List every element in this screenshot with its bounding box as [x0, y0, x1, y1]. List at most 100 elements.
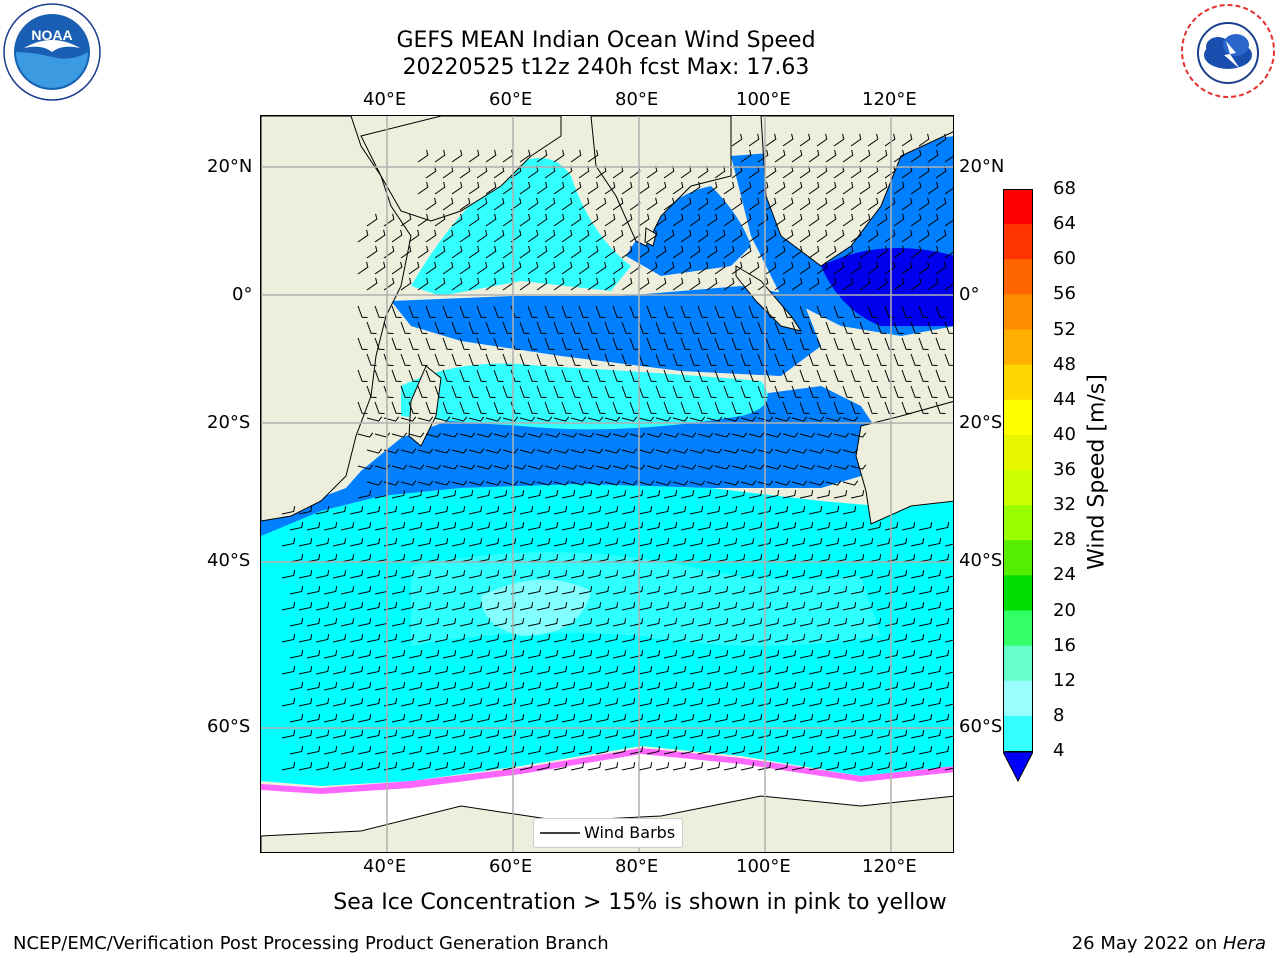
- wind-barb: [935, 261, 947, 275]
- wind-barb: [918, 618, 933, 627]
- wind-barb: [757, 277, 769, 291]
- wind-barb: [672, 385, 683, 398]
- wind-barb: [408, 261, 420, 275]
- wind-barb: [289, 618, 304, 627]
- wind-barb: [502, 353, 513, 366]
- wind-barb: [748, 682, 763, 691]
- wind-barb: [706, 570, 721, 579]
- wind-barb: [714, 197, 726, 211]
- wind-barb: [451, 149, 463, 163]
- ocean-equatorial: [391, 286, 821, 376]
- wind-barb: [740, 570, 755, 579]
- wind-barb: [629, 490, 644, 499]
- wind-barb: [672, 762, 687, 771]
- wind-barb: [459, 229, 471, 243]
- wind-barb: [893, 277, 905, 291]
- wind-barb: [689, 181, 701, 195]
- wind-barb: [867, 554, 882, 563]
- wind-barb: [748, 197, 760, 211]
- wind-barb: [714, 490, 729, 499]
- wind-barb: [748, 554, 763, 563]
- wind-barb: [485, 448, 502, 454]
- wind-barb: [383, 506, 398, 515]
- wind-barb: [357, 229, 369, 243]
- wind-barb: [281, 730, 296, 739]
- wind-barb: [391, 261, 403, 275]
- wind-barb: [808, 634, 823, 643]
- wind-barb: [731, 305, 742, 318]
- wind-barb: [663, 401, 674, 414]
- wind-barb: [655, 762, 670, 771]
- wind-barb: [731, 618, 746, 627]
- wind-barb: [791, 448, 808, 454]
- wind-barb: [442, 369, 453, 382]
- wind-barb: [825, 321, 836, 334]
- wind-barb: [748, 650, 763, 659]
- wind-barb: [663, 650, 678, 659]
- wind-barb: [638, 666, 653, 675]
- wind-barb: [578, 714, 593, 723]
- wind-barb: [884, 714, 899, 723]
- wind-barb: [850, 133, 862, 147]
- wind-barb: [570, 416, 587, 422]
- wind-barb: [672, 416, 689, 422]
- wind-barb: [425, 369, 436, 382]
- wind-barb: [774, 245, 786, 259]
- wind-barb: [459, 586, 474, 595]
- wind-barb: [323, 650, 338, 659]
- wind-barb: [740, 762, 755, 771]
- wind-barb: [536, 570, 551, 579]
- lon-tick: 120°E: [862, 856, 917, 877]
- wind-barb: [502, 416, 519, 422]
- wind-barb: [689, 321, 700, 334]
- wind-barb: [604, 666, 619, 675]
- wind-barb: [323, 554, 338, 563]
- wind-barb: [663, 586, 678, 595]
- wind-barb: [782, 133, 794, 147]
- wind-barb: [323, 522, 338, 531]
- wind-barb: [349, 634, 364, 643]
- lon-tick: 100°E: [736, 856, 791, 877]
- wind-barb: [476, 714, 491, 723]
- wind-barb: [774, 448, 791, 454]
- wind-barb: [570, 762, 585, 771]
- wind-barb: [442, 586, 457, 595]
- wind-barb: [459, 522, 474, 531]
- wind-barb: [349, 570, 364, 579]
- wind-barb: [765, 586, 780, 595]
- wind-barb: [893, 149, 905, 163]
- wind-barb: [850, 746, 865, 755]
- wind-barb: [867, 586, 882, 595]
- wind-barb: [553, 416, 570, 422]
- wind-barb: [434, 634, 449, 643]
- wind-barb: [825, 353, 836, 366]
- wind-barb: [663, 490, 678, 499]
- wind-barb: [927, 149, 939, 163]
- wind-barb: [383, 480, 400, 486]
- wind-barb: [519, 538, 534, 547]
- wind-barb: [799, 618, 814, 627]
- wind-barb: [451, 245, 463, 259]
- wind-barb: [502, 570, 517, 579]
- wind-barb: [799, 229, 811, 243]
- wind-barb: [791, 245, 803, 259]
- wind-barb: [689, 762, 704, 771]
- wind-barb: [859, 321, 870, 334]
- wind-barb: [927, 698, 942, 707]
- wind-barb: [536, 698, 551, 707]
- wind-barb: [791, 730, 806, 739]
- wind-barb: [808, 506, 823, 515]
- wind-barb: [791, 213, 803, 227]
- wind-barb: [748, 746, 763, 755]
- wind-barb: [434, 321, 445, 334]
- wind-barb: [680, 746, 695, 755]
- wind-barb: [884, 197, 896, 211]
- wind-barb: [621, 353, 632, 366]
- wind-barb: [884, 133, 896, 147]
- wind-barb: [935, 401, 946, 414]
- wind-barb: [604, 385, 615, 398]
- wind-barb: [706, 213, 718, 227]
- wind-barb: [910, 385, 921, 398]
- wind-barb: [944, 570, 953, 579]
- wind-barb: [544, 197, 556, 211]
